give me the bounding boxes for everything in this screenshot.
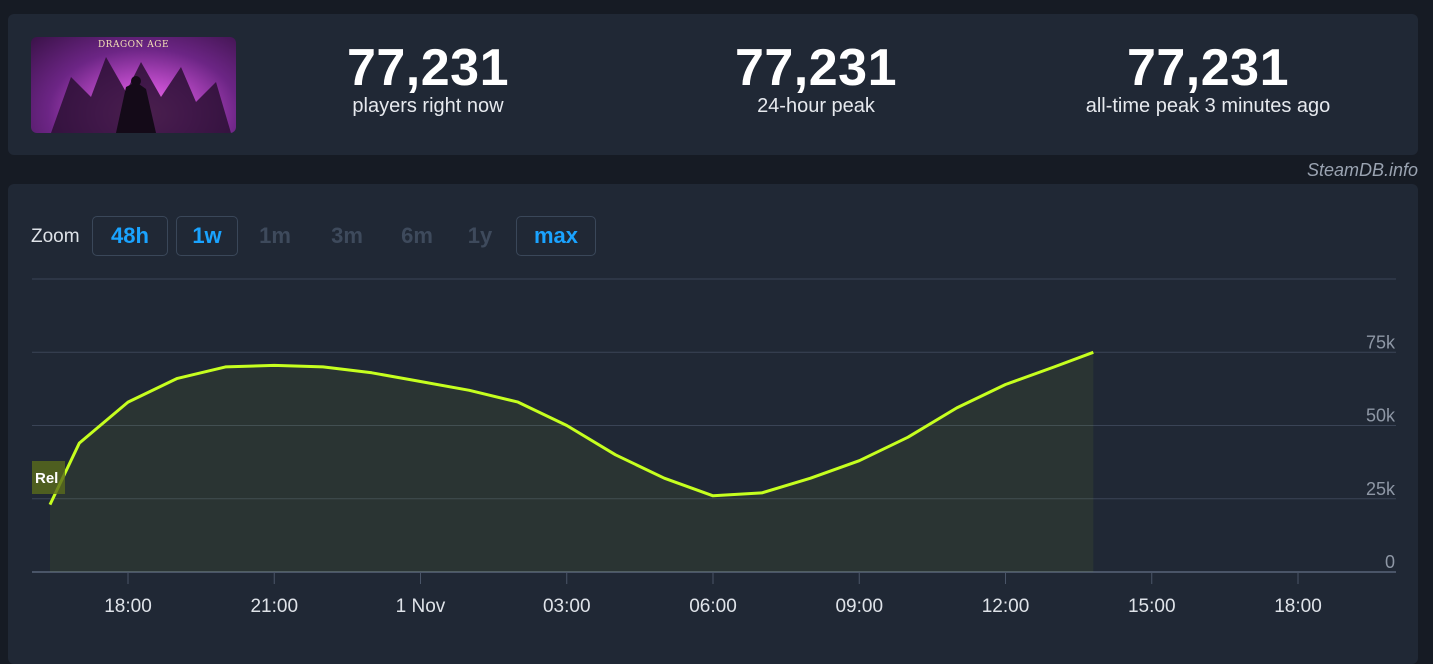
x-tick-label: 21:00 bbox=[250, 596, 298, 617]
stat-label: players right now bbox=[352, 95, 504, 117]
dragon-age-cover-art-icon bbox=[51, 57, 231, 133]
zoom-3m-button[interactable]: 3m bbox=[331, 223, 363, 248]
release-annotation: Rel bbox=[32, 461, 65, 494]
y-axis-ticks: 0 25k 50k 75k bbox=[1366, 332, 1396, 572]
x-tick-label: 12:00 bbox=[982, 596, 1030, 617]
x-tick-label: 15:00 bbox=[1128, 596, 1176, 617]
y-tick-label: 75k bbox=[1366, 332, 1396, 352]
player-count-area bbox=[50, 352, 1094, 572]
zoom-max-button[interactable]: max bbox=[516, 216, 596, 256]
chart-grid bbox=[32, 278, 1396, 584]
stat-label: all-time peak 3 minutes ago bbox=[1085, 95, 1331, 117]
stat-all-time-peak: 77,231 all-time peak 3 minutes ago bbox=[1048, 38, 1368, 118]
zoom-1w-button[interactable]: 1w bbox=[176, 216, 238, 256]
stat-value: 77,231 bbox=[346, 39, 510, 97]
release-marker bbox=[32, 461, 65, 494]
zoom-48h-button[interactable]: 48h bbox=[92, 216, 168, 256]
stats-card: DRAGON AGE 77,231 players right now 77,2… bbox=[8, 14, 1418, 155]
player-count-chart[interactable]: 0 25k 50k 75k 18:00 21:00 1 Nov 03:00 06:00 09:0… bbox=[0, 184, 1433, 651]
y-tick-label: 25k bbox=[1366, 479, 1396, 499]
x-tick-label: 18:00 bbox=[1274, 596, 1322, 617]
game-logo: DRAGON AGE bbox=[97, 40, 170, 50]
zoom-label: Zoom bbox=[31, 226, 80, 247]
game-thumbnail[interactable]: DRAGON AGE bbox=[31, 37, 236, 133]
stat-value: 77,231 bbox=[1126, 39, 1290, 97]
x-tick-label: 03:00 bbox=[543, 596, 591, 617]
x-tick-label: 18:00 bbox=[104, 596, 152, 617]
steamdb-credit-link[interactable]: SteamDB.info bbox=[1306, 160, 1418, 180]
zoom-1y-button[interactable]: 1y bbox=[467, 223, 493, 248]
y-tick-label: 0 bbox=[1385, 552, 1395, 572]
y-tick-label: 50k bbox=[1366, 406, 1396, 426]
x-axis-ticks: 18:00 21:00 1 Nov 03:00 06:00 09:00 12:00 15:00… bbox=[104, 596, 1322, 617]
stat-label: 24-hour peak bbox=[757, 95, 875, 117]
stat-players-now: 77,231 players right now bbox=[308, 38, 548, 118]
x-tick-label: 09:00 bbox=[835, 596, 883, 617]
zoom-1m-button[interactable]: 1m bbox=[259, 223, 291, 248]
player-count-line bbox=[48, 350, 1094, 506]
stat-value: 77,231 bbox=[734, 39, 898, 97]
stat-24h-peak: 77,231 24-hour peak bbox=[696, 38, 936, 118]
zoom-6m-button[interactable]: 6m bbox=[401, 223, 433, 248]
release-label: Rel bbox=[35, 470, 58, 487]
x-tick-label: 06:00 bbox=[689, 596, 737, 617]
x-tick-label: 1 Nov bbox=[396, 596, 446, 617]
